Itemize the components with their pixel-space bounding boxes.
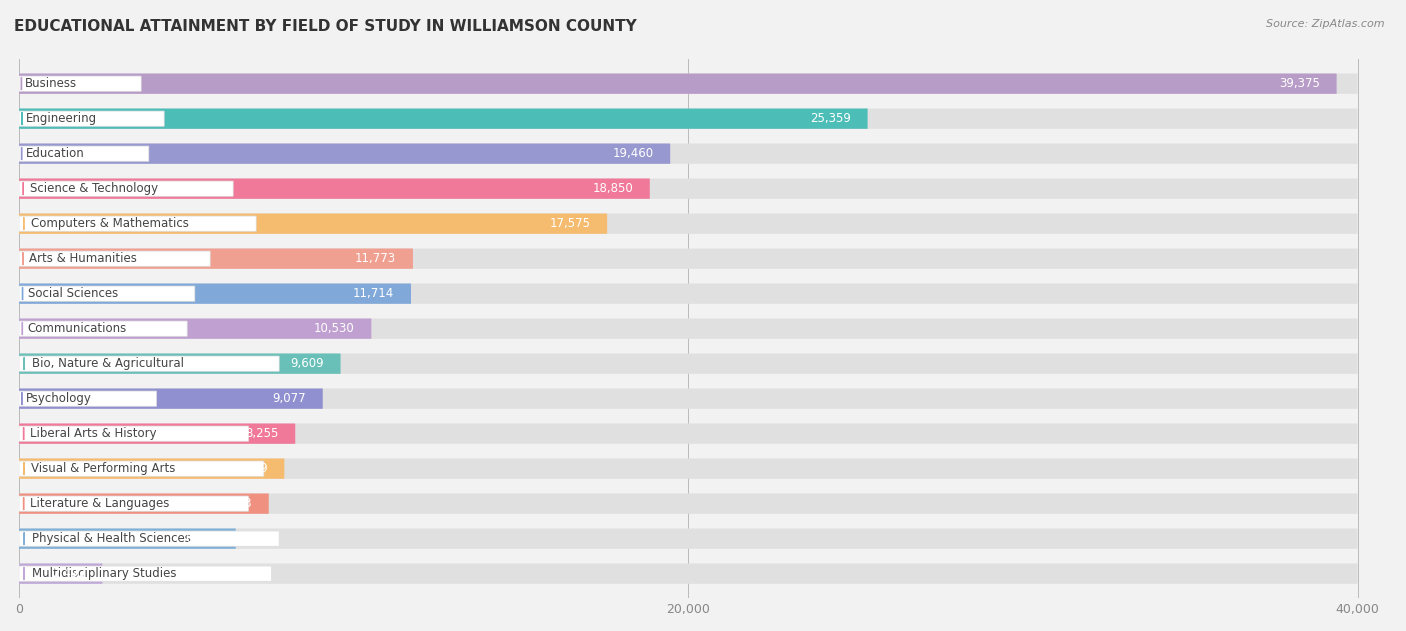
FancyBboxPatch shape	[20, 111, 165, 126]
FancyBboxPatch shape	[20, 213, 1358, 234]
FancyBboxPatch shape	[20, 319, 371, 339]
FancyBboxPatch shape	[20, 76, 141, 91]
FancyBboxPatch shape	[20, 496, 249, 511]
FancyBboxPatch shape	[20, 181, 233, 196]
Text: EDUCATIONAL ATTAINMENT BY FIELD OF STUDY IN WILLIAMSON COUNTY: EDUCATIONAL ATTAINMENT BY FIELD OF STUDY…	[14, 19, 637, 34]
Text: Source: ZipAtlas.com: Source: ZipAtlas.com	[1267, 19, 1385, 29]
Text: 7,463: 7,463	[218, 497, 252, 510]
Text: Bio, Nature & Agricultural: Bio, Nature & Agricultural	[32, 357, 184, 370]
Text: Liberal Arts & History: Liberal Arts & History	[31, 427, 157, 440]
FancyBboxPatch shape	[20, 461, 264, 476]
FancyBboxPatch shape	[20, 493, 1358, 514]
Text: Social Sciences: Social Sciences	[28, 287, 118, 300]
Text: 11,773: 11,773	[356, 252, 396, 265]
FancyBboxPatch shape	[20, 213, 607, 234]
FancyBboxPatch shape	[20, 251, 209, 266]
Text: Education: Education	[25, 147, 84, 160]
FancyBboxPatch shape	[20, 459, 1358, 479]
FancyBboxPatch shape	[20, 179, 650, 199]
FancyBboxPatch shape	[20, 319, 1358, 339]
FancyBboxPatch shape	[20, 391, 156, 406]
FancyBboxPatch shape	[20, 389, 323, 409]
Text: 10,530: 10,530	[314, 322, 354, 335]
FancyBboxPatch shape	[20, 353, 1358, 374]
FancyBboxPatch shape	[20, 531, 280, 546]
Text: Computers & Mathematics: Computers & Mathematics	[31, 217, 188, 230]
Text: Business: Business	[25, 77, 77, 90]
Text: Engineering: Engineering	[27, 112, 97, 125]
Text: 2,492: 2,492	[52, 567, 86, 580]
Text: Arts & Humanities: Arts & Humanities	[28, 252, 136, 265]
Text: 25,359: 25,359	[810, 112, 851, 125]
FancyBboxPatch shape	[20, 283, 411, 304]
Text: Physical & Health Sciences: Physical & Health Sciences	[32, 532, 191, 545]
FancyBboxPatch shape	[20, 389, 1358, 409]
Text: 7,929: 7,929	[233, 462, 267, 475]
FancyBboxPatch shape	[20, 321, 187, 336]
Text: 18,850: 18,850	[592, 182, 633, 195]
FancyBboxPatch shape	[20, 529, 236, 549]
FancyBboxPatch shape	[20, 286, 195, 301]
FancyBboxPatch shape	[20, 249, 413, 269]
FancyBboxPatch shape	[20, 356, 280, 371]
Text: Multidisciplinary Studies: Multidisciplinary Studies	[32, 567, 176, 580]
FancyBboxPatch shape	[20, 216, 256, 232]
Text: Science & Technology: Science & Technology	[30, 182, 157, 195]
FancyBboxPatch shape	[20, 179, 1358, 199]
FancyBboxPatch shape	[20, 109, 1358, 129]
FancyBboxPatch shape	[20, 566, 271, 581]
FancyBboxPatch shape	[20, 426, 249, 441]
FancyBboxPatch shape	[20, 423, 295, 444]
Text: 6,477: 6,477	[186, 532, 219, 545]
FancyBboxPatch shape	[20, 423, 1358, 444]
FancyBboxPatch shape	[20, 493, 269, 514]
Text: 19,460: 19,460	[613, 147, 654, 160]
Text: 9,077: 9,077	[273, 392, 307, 405]
Text: Visual & Performing Arts: Visual & Performing Arts	[31, 462, 176, 475]
FancyBboxPatch shape	[20, 563, 1358, 584]
FancyBboxPatch shape	[20, 283, 1358, 304]
FancyBboxPatch shape	[20, 353, 340, 374]
Text: 11,714: 11,714	[353, 287, 394, 300]
FancyBboxPatch shape	[20, 143, 1358, 164]
FancyBboxPatch shape	[20, 143, 671, 164]
FancyBboxPatch shape	[20, 529, 1358, 549]
FancyBboxPatch shape	[20, 74, 1358, 94]
Text: Literature & Languages: Literature & Languages	[31, 497, 170, 510]
FancyBboxPatch shape	[20, 459, 284, 479]
Text: 9,609: 9,609	[290, 357, 323, 370]
Text: Psychology: Psychology	[25, 392, 91, 405]
Text: Communications: Communications	[28, 322, 127, 335]
Text: 17,575: 17,575	[550, 217, 591, 230]
Text: 8,255: 8,255	[245, 427, 278, 440]
FancyBboxPatch shape	[20, 74, 1337, 94]
FancyBboxPatch shape	[20, 109, 868, 129]
FancyBboxPatch shape	[20, 563, 103, 584]
FancyBboxPatch shape	[20, 146, 149, 162]
Text: 39,375: 39,375	[1279, 77, 1320, 90]
FancyBboxPatch shape	[20, 249, 1358, 269]
